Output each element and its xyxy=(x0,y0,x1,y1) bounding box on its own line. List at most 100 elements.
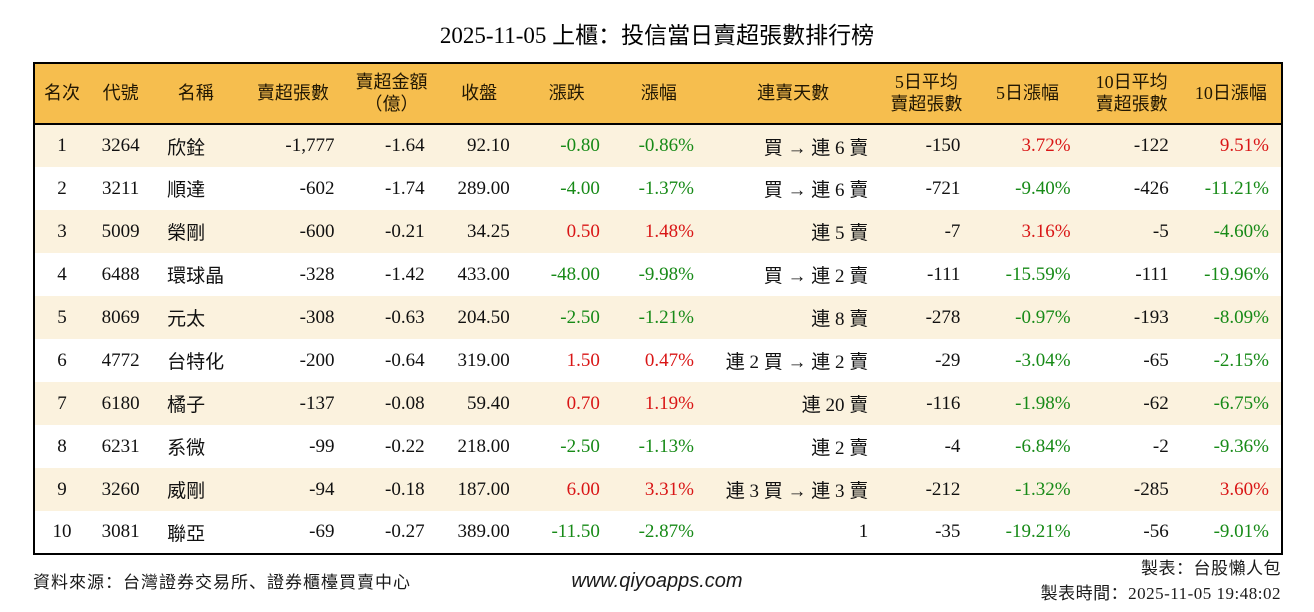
cell-streak: 連 8 賣 xyxy=(811,309,869,330)
cell-name: 台特化 xyxy=(167,352,225,373)
cell-close: 289.00 xyxy=(457,177,510,199)
cell-avg5: -116 xyxy=(926,392,961,414)
cell-change_pct: -0.86% xyxy=(638,135,694,156)
cell-rank: 4 xyxy=(57,263,67,285)
column-header-streak: 連賣天數 xyxy=(706,63,881,125)
cell-amount: -0.22 xyxy=(385,435,425,457)
cell-net_sell: -308 xyxy=(299,306,335,328)
cell-avg10: -285 xyxy=(1133,478,1169,500)
cell-code: 6231 xyxy=(101,435,140,457)
cell-code: 6488 xyxy=(101,263,140,285)
cell-change_pct: 1.48% xyxy=(644,220,694,242)
table-body: 1 3264 欣銓 -1,777 -1.64 92.10 -0.80 -0.86% 買 → 連 … xyxy=(34,124,1282,554)
cell-change_pct: -2.87% xyxy=(638,521,694,542)
cell-rank: 6 xyxy=(57,349,67,371)
cell-streak: 買 → 連 6 賣 xyxy=(763,180,869,201)
cell-streak: 連 20 賣 xyxy=(801,395,869,416)
cell-avg10: -62 xyxy=(1143,392,1169,414)
cell-close: 92.10 xyxy=(466,135,510,156)
cell-pct10: -9.36% xyxy=(1213,435,1269,457)
table-row: 9 3260 威剛 -94 -0.18 187.00 6.00 3.31% 連 3 買 → 連 … xyxy=(34,468,1282,511)
table-row: 4 6488 環球晶 -328 -1.42 433.00 -48.00 -9.98% 買 → 連… xyxy=(34,253,1282,296)
cell-rank: 2 xyxy=(57,177,67,199)
cell-close: 319.00 xyxy=(457,349,510,371)
cell-change: 6.00 xyxy=(566,478,600,500)
cell-net_sell: -137 xyxy=(299,392,335,414)
ranking-table-container: 名次 代號 名稱 賣超張數 賣超金額 （億） 收盤 漲跌 漲幅 連賣天數 5日平均 賣超張數 5日漲… xyxy=(33,62,1283,555)
cell-pct5: -1.32% xyxy=(1015,478,1071,500)
cell-avg10: -426 xyxy=(1133,177,1169,199)
cell-change: 0.70 xyxy=(566,392,600,414)
cell-name: 順達 xyxy=(167,180,206,201)
cell-change_pct: 3.31% xyxy=(644,478,694,500)
cell-net_sell: -1,777 xyxy=(285,135,335,156)
cell-net_sell: -328 xyxy=(299,263,335,285)
cell-avg10: -56 xyxy=(1143,521,1169,542)
column-header-net_sell: 賣超張數 xyxy=(239,63,347,125)
cell-name: 聯亞 xyxy=(167,523,206,545)
table-row: 1 3264 欣銓 -1,777 -1.64 92.10 -0.80 -0.86% 買 → 連 … xyxy=(34,124,1282,167)
cell-pct10: -4.60% xyxy=(1213,220,1269,242)
cell-code: 3260 xyxy=(101,478,140,500)
cell-change_pct: 0.47% xyxy=(644,349,694,371)
column-header-code: 代號 xyxy=(89,63,153,125)
cell-change_pct: -1.21% xyxy=(638,306,694,328)
column-header-avg10: 10日平均 賣超張數 xyxy=(1082,63,1181,125)
column-header-change_pct: 漲幅 xyxy=(611,63,706,125)
cell-avg5: -111 xyxy=(926,263,961,285)
cell-net_sell: -94 xyxy=(309,478,335,500)
cell-streak: 連 2 買 → 連 2 賣 xyxy=(725,352,869,373)
cell-pct5: 3.16% xyxy=(1021,220,1071,242)
cell-rank: 3 xyxy=(57,220,67,242)
cell-pct5: -1.98% xyxy=(1015,392,1071,414)
page-title: 2025-11-05 上櫃：投信當日賣超張數排行榜 xyxy=(439,23,875,48)
cell-pct5: -19.21% xyxy=(1005,521,1071,542)
cell-name: 元太 xyxy=(167,309,206,330)
cell-change_pct: 1.19% xyxy=(644,392,694,414)
cell-streak: 連 5 賣 xyxy=(811,223,869,244)
cell-avg5: -150 xyxy=(925,135,961,156)
cell-pct10: -2.15% xyxy=(1213,349,1269,371)
cell-avg10: -122 xyxy=(1133,135,1169,156)
cell-streak: 1 xyxy=(858,521,869,542)
cell-close: 59.40 xyxy=(466,392,510,414)
data-source-note: 資料來源：台灣證券交易所、證券櫃檯買賣中心 xyxy=(33,573,411,592)
cell-pct5: -0.97% xyxy=(1015,306,1071,328)
table-row: 3 5009 榮剛 -600 -0.21 34.25 0.50 1.48% 連 5 賣 -7 3.1… xyxy=(34,210,1282,253)
table-row: 7 6180 橘子 -137 -0.08 59.40 0.70 1.19% 連 20 賣 -116… xyxy=(34,382,1282,425)
credits-block: 製表：台股懶人包 製表時間：2025-11-05 19:48:02 xyxy=(1041,556,1281,606)
cell-pct10: 3.60% xyxy=(1219,478,1269,500)
cell-code: 6180 xyxy=(101,392,140,414)
cell-net_sell: -600 xyxy=(299,220,335,242)
cell-amount: -0.64 xyxy=(385,349,425,371)
cell-pct5: -9.40% xyxy=(1015,177,1071,199)
column-header-avg5: 5日平均 賣超張數 xyxy=(880,63,973,125)
cell-code: 4772 xyxy=(101,349,140,371)
cell-amount: -0.63 xyxy=(385,306,425,328)
cell-amount: -0.21 xyxy=(385,220,425,242)
cell-code: 5009 xyxy=(101,220,140,242)
cell-close: 389.00 xyxy=(457,521,510,542)
cell-net_sell: -69 xyxy=(309,521,335,542)
table-row: 2 3211 順達 -602 -1.74 289.00 -4.00 -1.37% 買 → 連 6… xyxy=(34,167,1282,210)
table-row: 6 4772 台特化 -200 -0.64 319.00 1.50 0.47% 連 2 買 → … xyxy=(34,339,1282,382)
cell-net_sell: -200 xyxy=(299,349,335,371)
cell-avg10: -5 xyxy=(1152,220,1169,242)
cell-change_pct: -1.13% xyxy=(638,435,694,457)
cell-avg10: -193 xyxy=(1133,306,1169,328)
ranking-table: 名次 代號 名稱 賣超張數 賣超金額 （億） 收盤 漲跌 漲幅 連賣天數 5日平均 賣超張數 5日漲… xyxy=(33,62,1283,555)
cell-rank: 9 xyxy=(57,478,67,500)
cell-streak: 連 3 買 → 連 3 賣 xyxy=(725,481,869,502)
cell-close: 187.00 xyxy=(457,478,510,500)
column-header-pct5: 5日漲幅 xyxy=(972,63,1083,125)
cell-streak: 買 → 連 6 賣 xyxy=(763,137,869,159)
cell-amount: -0.18 xyxy=(385,478,425,500)
cell-net_sell: -602 xyxy=(299,177,335,199)
cell-amount: -0.08 xyxy=(385,392,425,414)
cell-code: 3081 xyxy=(101,521,140,542)
column-header-pct10: 10日漲幅 xyxy=(1180,63,1282,125)
cell-change: -2.50 xyxy=(560,306,600,328)
cell-close: 433.00 xyxy=(457,263,510,285)
table-row: 10 3081 聯亞 -69 -0.27 389.00 -11.50 -2.87% 1 -35 -1… xyxy=(34,511,1282,554)
cell-name: 環球晶 xyxy=(167,266,225,287)
